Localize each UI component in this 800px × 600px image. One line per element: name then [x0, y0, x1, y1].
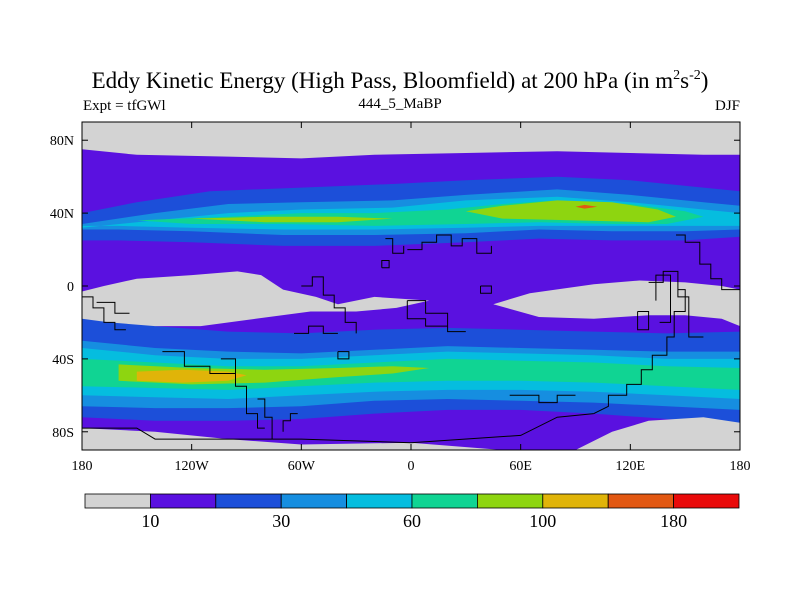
experiment-label: Expt = tfGWl	[83, 98, 166, 114]
coastline-2	[220, 358, 265, 429]
colorbar-box-5	[411, 493, 478, 509]
axes: 180 120W 60W 0 60E 120E 180 80N 40N 0 40S 80S	[50, 122, 751, 474]
x-tick-label: 60E	[509, 459, 532, 474]
x-tick-label: 120W	[175, 459, 210, 474]
coastline-6	[337, 351, 350, 360]
contour-band-14	[82, 122, 740, 159]
coastline-20	[381, 260, 390, 269]
contour-band-6	[465, 200, 676, 223]
colorbar-box-6	[476, 493, 544, 509]
colorbar-label: 180	[660, 511, 687, 531]
coastline-21	[480, 285, 492, 294]
colorbar-box-3	[280, 493, 348, 509]
coastline-14	[676, 234, 740, 291]
colorbar-label: 100	[529, 511, 556, 531]
coastline-10	[385, 238, 405, 254]
colorbar-box-7	[542, 493, 609, 509]
chart-title: Eddy Kinetic Energy (High Pass, Bloomfie…	[91, 68, 709, 93]
coastline-8	[406, 300, 448, 327]
x-tick-label: 180	[730, 459, 751, 474]
y-tick-label: 80N	[50, 134, 74, 149]
coastline-17	[648, 270, 704, 338]
contour-band-15	[82, 417, 740, 450]
colorbar-box-1	[149, 493, 217, 509]
x-tick-label: 180	[72, 459, 93, 474]
coastline-13	[593, 289, 686, 415]
x-tick-label: 120E	[616, 459, 646, 474]
coastline-16	[655, 274, 671, 323]
coastline-5	[294, 325, 338, 334]
y-tick-label: 0	[67, 280, 74, 295]
x-tick-label: 0	[408, 459, 415, 474]
coastline-12	[82, 413, 594, 444]
colorbar-box-4	[346, 493, 413, 509]
colorbar-box-8	[607, 493, 675, 509]
coastline-15	[637, 311, 650, 331]
coastline-4	[301, 276, 357, 334]
coastline-1	[96, 301, 130, 314]
colorbar-box-2	[215, 493, 282, 509]
contour-band-16	[82, 271, 430, 327]
x-tick-label: 60W	[288, 459, 316, 474]
contour-fills	[82, 122, 740, 450]
coastline-11	[162, 351, 236, 374]
contour-band-7	[575, 204, 598, 209]
colorbar: 10 30 60 100 180	[84, 493, 740, 531]
colorbar-label: 10	[141, 511, 159, 531]
contour-band-5	[191, 216, 393, 223]
coastline-19	[282, 413, 298, 432]
coastlines	[82, 234, 740, 444]
case-label: 444_5_MaBP	[358, 96, 442, 112]
coastline-9	[407, 234, 492, 254]
y-tick-label: 40S	[52, 353, 74, 368]
colorbar-label: 30	[272, 511, 290, 531]
y-tick-label: 40N	[50, 207, 74, 222]
coastline-3	[257, 398, 273, 440]
coastline-18	[509, 394, 576, 404]
colorbar-label: 60	[403, 511, 421, 531]
colorbar-box-9	[673, 493, 740, 509]
coastline-7	[407, 300, 466, 333]
colorbar-box-0	[84, 493, 151, 509]
coastline-0	[82, 296, 126, 331]
y-tick-label: 80S	[52, 426, 74, 441]
season-label: DJF	[714, 98, 740, 114]
